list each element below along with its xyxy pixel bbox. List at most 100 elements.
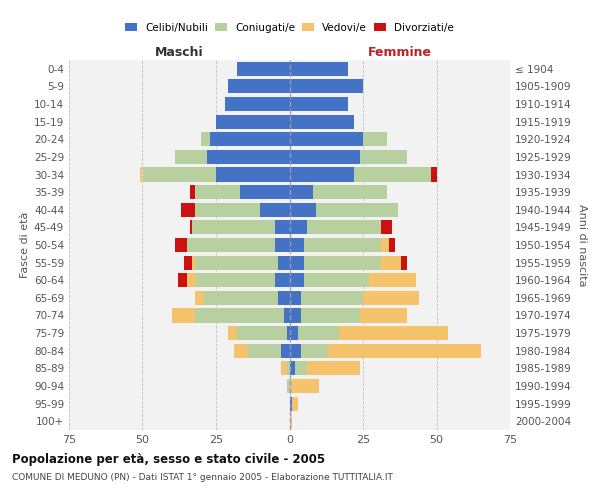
Bar — [175, 150, 207, 164]
Bar — [278, 291, 290, 305]
Bar — [233, 344, 248, 358]
Bar — [295, 362, 307, 376]
Bar — [290, 291, 301, 305]
Bar — [316, 202, 398, 217]
Bar — [304, 238, 380, 252]
Bar — [228, 80, 290, 94]
Bar — [290, 308, 301, 322]
Bar — [228, 326, 236, 340]
Bar — [287, 379, 290, 393]
Bar — [290, 344, 301, 358]
Bar — [210, 132, 290, 146]
Bar — [216, 114, 290, 128]
Bar — [380, 238, 389, 252]
Bar — [275, 220, 290, 234]
Bar — [301, 344, 328, 358]
Bar — [287, 362, 290, 376]
Bar — [196, 202, 260, 217]
Bar — [354, 168, 431, 181]
Bar — [216, 168, 290, 181]
Bar — [275, 273, 290, 287]
Bar — [172, 308, 196, 322]
Bar — [178, 273, 187, 287]
Bar — [369, 273, 416, 287]
Bar — [328, 344, 481, 358]
Bar — [290, 62, 348, 76]
Legend: Celibi/Nubili, Coniugati/e, Vedovi/e, Divorziati/e: Celibi/Nubili, Coniugati/e, Vedovi/e, Di… — [125, 22, 454, 32]
Bar — [196, 308, 284, 322]
Bar — [143, 168, 216, 181]
Bar — [236, 62, 290, 76]
Bar — [290, 238, 304, 252]
Bar — [389, 238, 395, 252]
Bar — [202, 132, 210, 146]
Y-axis label: Fasce di età: Fasce di età — [20, 212, 30, 278]
Bar — [290, 273, 304, 287]
Bar — [431, 168, 437, 181]
Bar — [275, 238, 290, 252]
Bar — [290, 414, 292, 428]
Text: Popolazione per età, sesso e stato civile - 2005: Popolazione per età, sesso e stato civil… — [12, 452, 325, 466]
Bar — [290, 97, 348, 111]
Bar — [401, 256, 407, 270]
Bar — [187, 238, 275, 252]
Bar — [290, 220, 307, 234]
Bar — [304, 273, 369, 287]
Bar — [207, 150, 290, 164]
Bar — [175, 238, 187, 252]
Bar — [307, 220, 380, 234]
Bar — [281, 362, 287, 376]
Bar — [281, 344, 290, 358]
Bar — [301, 308, 360, 322]
Bar — [236, 326, 287, 340]
Bar — [304, 256, 380, 270]
Bar — [290, 326, 298, 340]
Bar — [287, 326, 290, 340]
Bar — [290, 132, 363, 146]
Bar — [313, 185, 386, 199]
Bar — [190, 185, 196, 199]
Bar — [248, 344, 281, 358]
Bar — [196, 185, 239, 199]
Bar — [292, 396, 298, 410]
Bar — [187, 273, 196, 287]
Bar — [380, 220, 392, 234]
Text: Maschi: Maschi — [155, 46, 203, 60]
Bar — [196, 273, 275, 287]
Text: COMUNE DI MEDUNO (PN) - Dati ISTAT 1° gennaio 2005 - Elaborazione TUTTITALIA.IT: COMUNE DI MEDUNO (PN) - Dati ISTAT 1° ge… — [12, 472, 393, 482]
Bar — [181, 202, 196, 217]
Bar — [363, 291, 419, 305]
Bar — [290, 256, 304, 270]
Bar — [190, 220, 193, 234]
Bar — [301, 291, 363, 305]
Bar — [363, 132, 386, 146]
Bar — [239, 185, 290, 199]
Bar — [360, 150, 407, 164]
Bar — [225, 97, 290, 111]
Bar — [290, 396, 292, 410]
Bar — [290, 379, 319, 393]
Bar — [307, 362, 360, 376]
Bar — [260, 202, 290, 217]
Bar — [196, 291, 204, 305]
Bar — [290, 362, 295, 376]
Bar — [196, 256, 278, 270]
Bar — [290, 150, 360, 164]
Bar — [193, 256, 196, 270]
Bar — [298, 326, 340, 340]
Bar — [193, 220, 275, 234]
Bar — [284, 308, 290, 322]
Bar — [140, 168, 142, 181]
Bar — [290, 114, 354, 128]
Bar — [290, 202, 316, 217]
Bar — [340, 326, 448, 340]
Bar — [184, 256, 193, 270]
Bar — [290, 185, 313, 199]
Bar — [290, 80, 363, 94]
Bar — [360, 308, 407, 322]
Bar — [278, 256, 290, 270]
Text: Femmine: Femmine — [368, 46, 432, 60]
Bar — [380, 256, 401, 270]
Bar — [204, 291, 278, 305]
Bar — [290, 168, 354, 181]
